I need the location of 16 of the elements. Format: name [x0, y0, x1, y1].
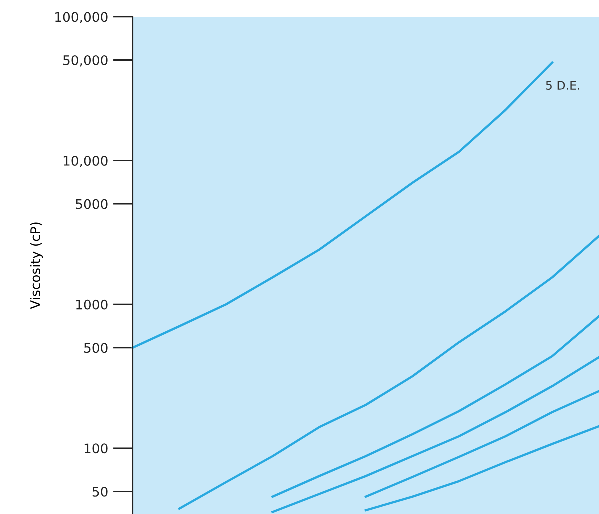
- line-series: [272, 356, 599, 514]
- y-tick-label: 100: [84, 444, 108, 454]
- y-axis-title: Viscosity (cP): [30, 222, 43, 310]
- line-series: [364, 390, 599, 498]
- series-label: 5 D.E.: [546, 81, 580, 90]
- y-tick-label: 5000: [76, 199, 108, 210]
- line-series: [132, 62, 554, 350]
- y-tick-label: 50: [92, 486, 108, 497]
- y-tick-label: 500: [84, 343, 108, 354]
- line-series: [178, 235, 599, 510]
- y-tick-label: 100,000: [56, 12, 108, 24]
- y-tick-label: 10,000: [64, 156, 108, 168]
- line-series: [364, 425, 599, 512]
- y-tick-label: 1000: [76, 300, 108, 310]
- line-series: [272, 316, 599, 498]
- y-tick-label: 50,000: [64, 55, 108, 67]
